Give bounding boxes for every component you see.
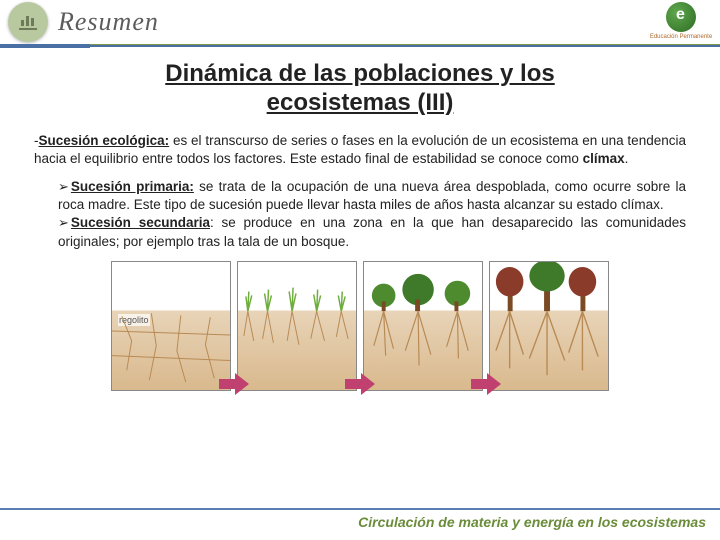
title-line-2: ecosistemas (III): [267, 89, 454, 116]
bullet-arrow-icon: ➢: [58, 179, 69, 194]
diagram-panel-4: [489, 261, 609, 391]
succession-diagram: regolito: [34, 261, 686, 391]
intro-term: Sucesión ecológica:: [39, 133, 170, 148]
header-title: Resumen: [58, 7, 159, 37]
item-term: Sucesión primaria:: [71, 179, 194, 194]
content-body: -Sucesión ecológica: es el transcurso de…: [0, 118, 720, 391]
trees-icon: [490, 262, 608, 313]
roots-icon: [238, 311, 356, 390]
shrubs-icon: [364, 262, 482, 313]
list-item: ➢Sucesión primaria: se trata de la ocupa…: [58, 178, 686, 214]
slide-header: Resumen Educación Permanente: [0, 0, 720, 46]
brand-logo-icon: Educación Permanente: [654, 2, 708, 46]
item-term: Sucesión secundaria: [71, 215, 210, 230]
diagram-panel-2: [237, 261, 357, 391]
title-line-1: Dinámica de las poblaciones y los: [165, 60, 554, 87]
header-badge-icon: [8, 2, 48, 42]
intro-climax: clímax: [583, 151, 625, 166]
footer-accent-line: [0, 508, 720, 510]
brand-logo-text: Educación Permanente: [650, 34, 712, 40]
header-accent-line: [0, 44, 720, 50]
diagram-panel-3: [363, 261, 483, 391]
footer-text: Circulación de materia y energía en los …: [358, 514, 706, 530]
diagram-panel-1: regolito: [111, 261, 231, 391]
cracks-icon: [112, 311, 230, 390]
list-item: ➢Sucesión secundaria: se produce en una …: [58, 214, 686, 250]
sublist: ➢Sucesión primaria: se trata de la ocupa…: [58, 178, 686, 251]
page-title: Dinámica de las poblaciones y los ecosis…: [0, 60, 720, 118]
bullet-arrow-icon: ➢: [58, 215, 69, 230]
roots-icon: [364, 311, 482, 390]
roots-icon: [490, 311, 608, 390]
intro-paragraph: -Sucesión ecológica: es el transcurso de…: [34, 132, 686, 168]
grass-icon: [238, 262, 356, 313]
